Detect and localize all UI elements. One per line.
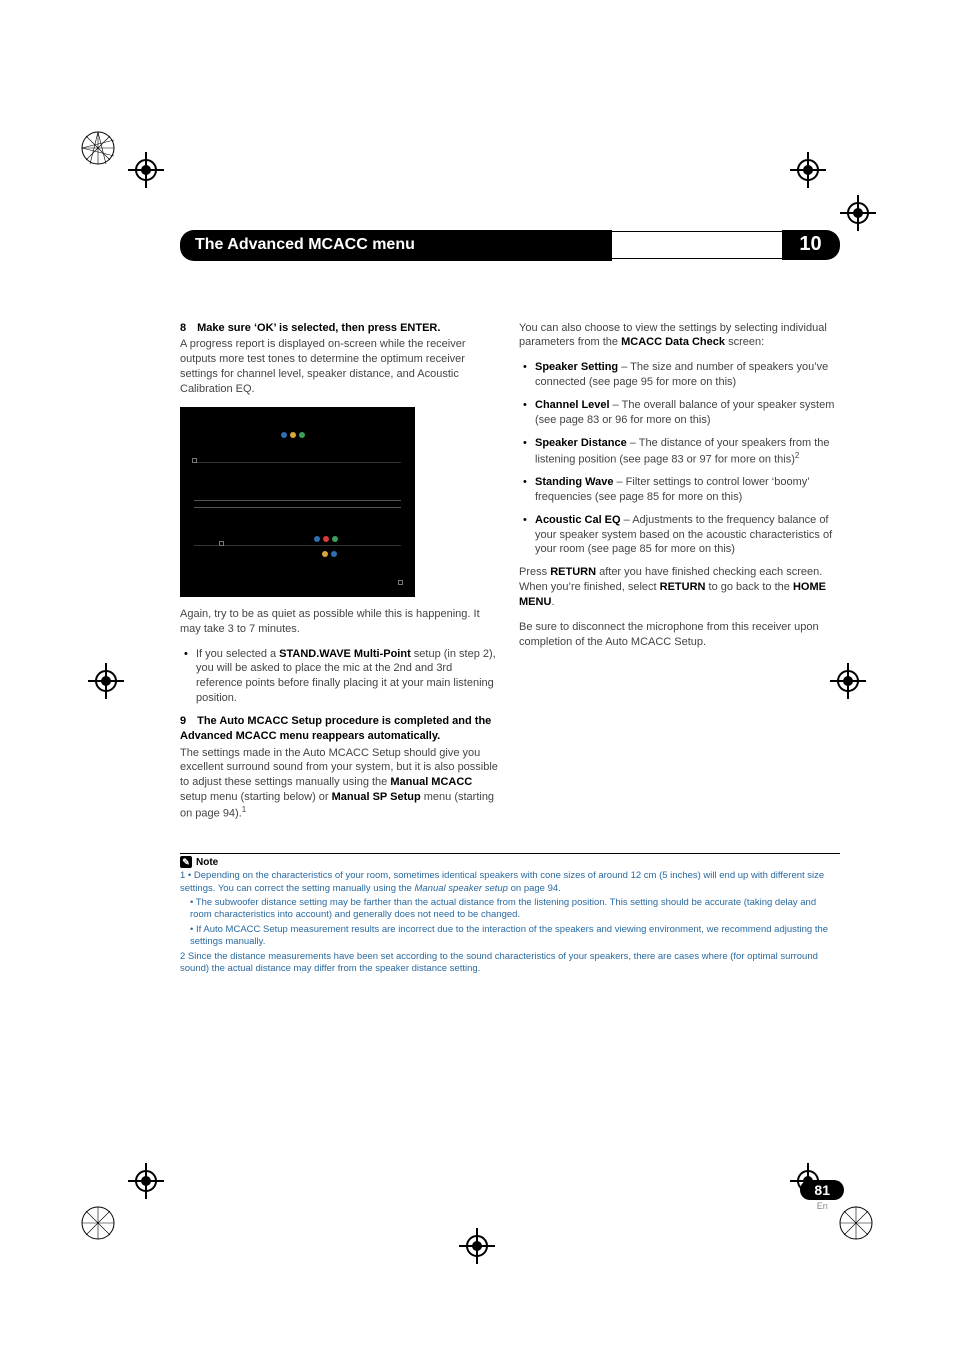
step8-heading: 8 Make sure ‘OK’ is selected, then press… xyxy=(180,321,501,336)
footnotes: 1 • Depending on the characteristics of … xyxy=(180,870,840,975)
reg-mark-cross-icon xyxy=(840,195,876,231)
chapter-header: The Advanced MCACC menu 10 xyxy=(180,230,840,261)
item-label: Channel Level xyxy=(535,399,610,411)
list-item: Speaker Distance – The distance of your … xyxy=(535,436,840,467)
press-return-text: Press RETURN after you have finished che… xyxy=(519,565,840,610)
bullet-text-bold: STAND.WAVE Multi-Point xyxy=(279,648,411,660)
right-intro: You can also choose to view the settings… xyxy=(519,321,840,351)
reg-mark-cross-icon xyxy=(128,1163,164,1199)
step9-bold-1: Manual MCACC xyxy=(390,776,472,788)
note-heading: ✎ Note xyxy=(180,856,840,868)
reg-mark-cross-icon xyxy=(459,1228,495,1264)
step9-footnote-ref: 1 xyxy=(242,805,246,814)
reg-mark-cross-icon xyxy=(790,152,826,188)
eq-graph xyxy=(180,407,415,597)
page-number-value: 81 xyxy=(800,1180,844,1200)
step8-body: A progress report is displayed on-screen… xyxy=(180,337,501,396)
note-rule xyxy=(180,853,840,854)
footnote-1-sub1: • The subwoofer distance setting may be … xyxy=(180,897,840,922)
chapter-number: 10 xyxy=(782,230,840,260)
after-graph-text: Again, try to be as quiet as possible wh… xyxy=(180,607,501,637)
press-b1: RETURN xyxy=(550,566,596,578)
chapter-title: The Advanced MCACC menu xyxy=(180,230,612,261)
disconnect-mic-text: Be sure to disconnect the microphone fro… xyxy=(519,620,840,650)
note-label: Note xyxy=(196,857,218,868)
item-label: Acoustic Cal EQ xyxy=(535,514,621,526)
list-item: Standing Wave – Filter settings to contr… xyxy=(535,475,840,505)
reg-mark-cross-icon xyxy=(88,663,124,699)
step9-heading: 9 The Auto MCACC Setup procedure is comp… xyxy=(180,714,501,744)
item-label: Speaker Distance xyxy=(535,437,627,449)
press-4: . xyxy=(551,596,554,608)
parameter-list: Speaker Setting – The size and number of… xyxy=(519,360,840,557)
step9-text-2: setup menu (starting below) or xyxy=(180,791,332,803)
fn1-italic: Manual speaker setup xyxy=(414,883,507,894)
page-number: 81 En xyxy=(800,1180,844,1211)
press-3: to go back to the xyxy=(705,581,792,593)
left-column: 8 Make sure ‘OK’ is selected, then press… xyxy=(180,321,501,832)
reg-mark-radial-icon xyxy=(78,1203,118,1243)
page-lang: En xyxy=(800,1201,844,1211)
fn1-b: on page 94. xyxy=(508,883,561,894)
pencil-icon: ✎ xyxy=(180,856,192,868)
press-1: Press xyxy=(519,566,550,578)
header-rule xyxy=(612,231,782,259)
footnote-2: 2 Since the distance measurements have b… xyxy=(180,951,840,976)
right-column: You can also choose to view the settings… xyxy=(519,321,840,832)
step9-body: The settings made in the Auto MCACC Setu… xyxy=(180,746,501,822)
item-label: Standing Wave xyxy=(535,476,613,488)
bullet-text-lead: If you selected a xyxy=(196,648,279,660)
item-footnote-ref: 2 xyxy=(795,451,799,460)
standwave-bullet: If you selected a STAND.WAVE Multi-Point… xyxy=(196,647,501,706)
page-content: The Advanced MCACC menu 10 8 Make sure ‘… xyxy=(180,230,840,977)
footnote-1: 1 • Depending on the characteristics of … xyxy=(180,870,840,895)
reg-mark-cross-icon xyxy=(128,152,164,188)
press-b2: RETURN xyxy=(660,581,706,593)
list-item: Acoustic Cal EQ – Adjustments to the fre… xyxy=(535,513,840,558)
list-item: Speaker Setting – The size and number of… xyxy=(535,360,840,390)
step9-bold-2: Manual SP Setup xyxy=(332,791,421,803)
footnote-1-sub2: • If Auto MCACC Setup measurement result… xyxy=(180,924,840,949)
reg-mark-radial-icon xyxy=(78,128,118,168)
right-intro-2: screen: xyxy=(725,336,764,348)
list-item: Channel Level – The overall balance of y… xyxy=(535,398,840,428)
item-label: Speaker Setting xyxy=(535,361,618,373)
right-intro-bold: MCACC Data Check xyxy=(621,336,725,348)
